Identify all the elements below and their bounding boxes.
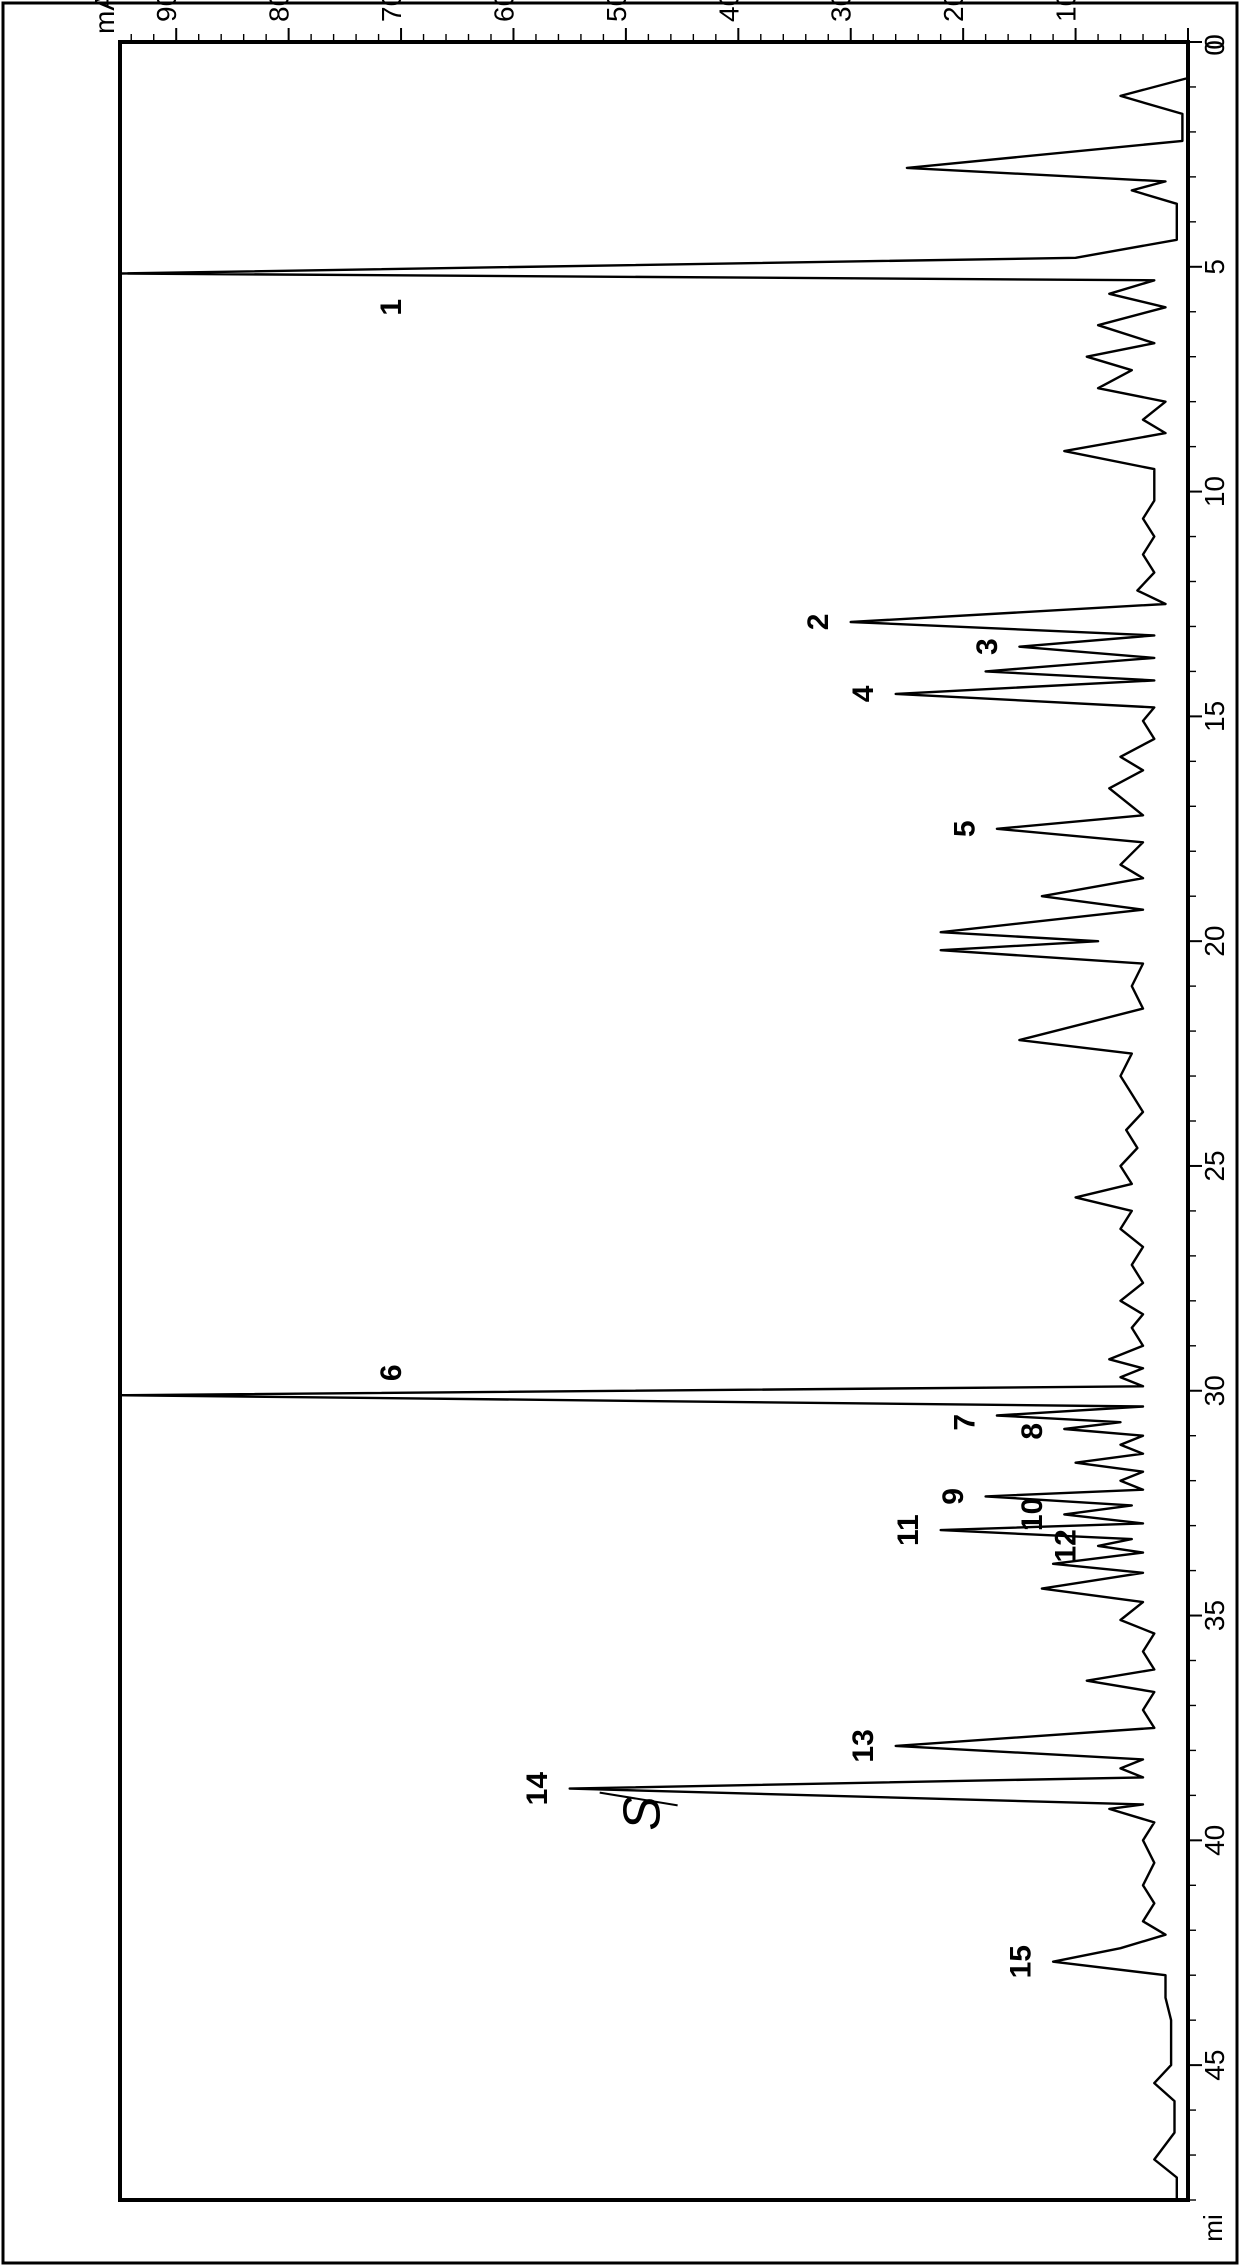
x-tick-label: 40 [1199,1825,1230,1856]
x-tick-label: 5 [1199,259,1230,275]
s-label: S [614,1796,672,1831]
peak-label: 8 [1016,1423,1049,1440]
peak-label: 13 [847,1729,880,1762]
y-axis-label: mAU [89,0,120,34]
x-tick-label: 10 [1199,476,1230,507]
y-tick-label: 70 [376,0,407,22]
chromatogram-trace [120,42,1188,2200]
peak-label: 14 [521,1772,554,1806]
x-tick-label-0: 0 [1199,40,1230,56]
y-tick-label: 90 [151,0,182,22]
y-tick-label: 60 [488,0,519,22]
chromatogram-chart: 102030405060708090mAU051015202530354045m… [0,0,1240,2266]
x-tick-label: 30 [1199,1375,1230,1406]
peak-label: 11 [892,1514,925,1546]
peak-label: 15 [1005,1945,1038,1978]
peak-label: 7 [948,1414,981,1431]
y-tick-label: 40 [713,0,744,22]
peak-label: 2 [802,614,835,631]
peak-label: 12 [1050,1529,1083,1562]
plot-frame [120,42,1188,2200]
y-tick-label: 10 [1051,0,1082,22]
x-tick-label: 25 [1199,1150,1230,1181]
peak-label: 3 [971,638,1004,655]
peak-label: 6 [375,1364,408,1381]
y-tick-label: 80 [264,0,295,22]
y-tick-label: 30 [826,0,857,22]
peak-label: 1 [375,299,408,316]
outer-frame [3,3,1237,2263]
peak-label: 5 [948,820,981,837]
peak-label: 9 [937,1488,970,1505]
peak-label: 10 [1016,1498,1049,1531]
x-tick-label: 15 [1199,701,1230,732]
x-axis-label: mi [1198,2214,1228,2241]
peak-label: 4 [847,685,880,702]
y-tick-label: 50 [601,0,632,22]
x-tick-label: 20 [1199,926,1230,957]
x-tick-label: 45 [1199,2050,1230,2081]
x-tick-label: 35 [1199,1600,1230,1631]
y-tick-label: 20 [938,0,969,22]
